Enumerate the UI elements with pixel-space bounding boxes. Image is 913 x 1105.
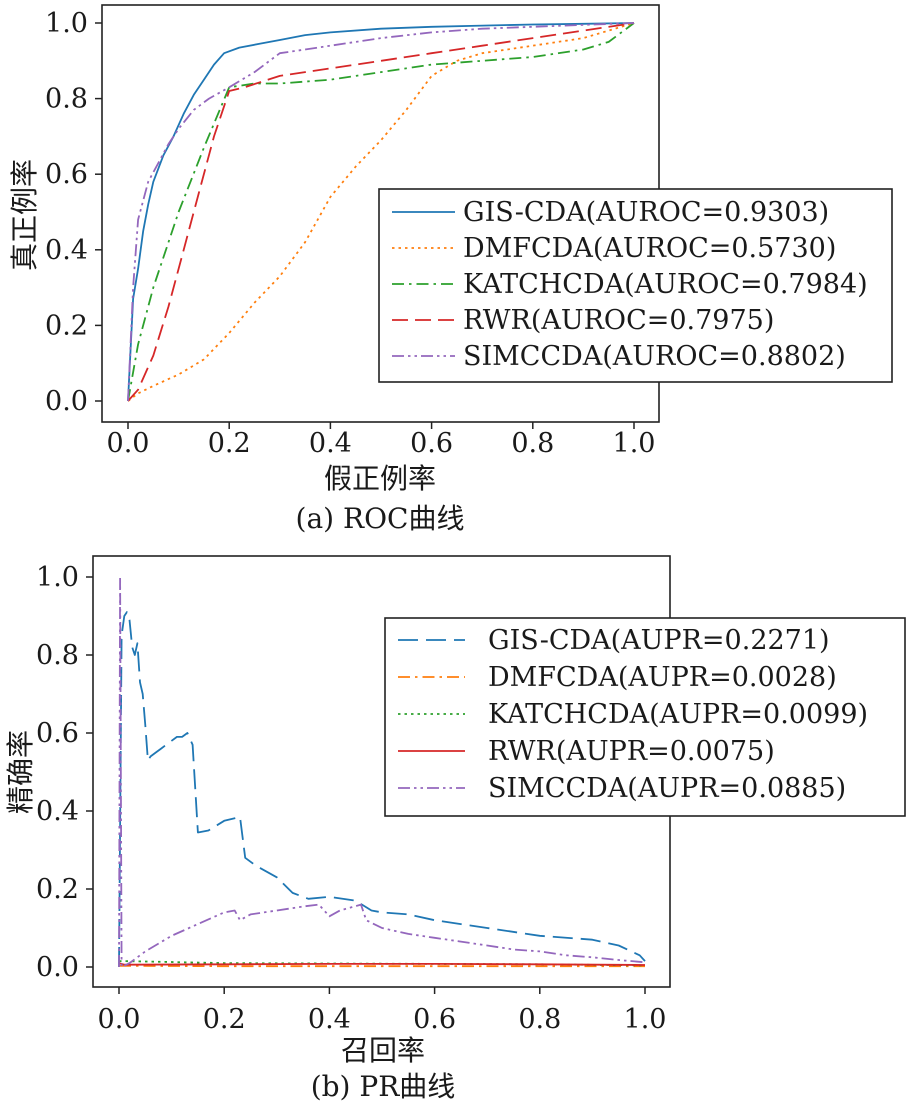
pr-y-tick-label: 0.6 xyxy=(36,718,79,749)
roc-legend-label-4: RWR(AUROC=0.7975) xyxy=(463,305,774,336)
pr-x-tick-label: 0.4 xyxy=(308,1004,351,1035)
pr-x-ticks: 0.0 0.2 0.4 0.6 0.8 1.0 xyxy=(98,987,667,1035)
roc-x-ticks: 0.0 0.2 0.4 0.6 0.8 1.0 xyxy=(107,422,656,459)
pr-y-tick-label: 1.0 xyxy=(36,562,79,593)
roc-y-tick-label: 0.0 xyxy=(45,386,88,417)
roc-y-tick-label: 0.6 xyxy=(45,159,88,190)
pr-y-ticks: 0.0 0.2 0.4 0.6 0.8 1.0 xyxy=(36,562,93,983)
roc-x-tick-label: 0.4 xyxy=(309,428,352,459)
roc-series-3-line xyxy=(127,22,635,402)
pr-y-tick-label: 0.0 xyxy=(36,952,79,983)
roc-x-tick-label: 0.2 xyxy=(208,428,251,459)
roc-y-tick-label: 0.2 xyxy=(45,310,88,341)
pr-y-tick-label: 0.4 xyxy=(36,796,79,827)
pr-y-tick-label: 0.8 xyxy=(36,640,79,671)
roc-series-1-line xyxy=(127,22,635,402)
pr-series xyxy=(118,576,646,968)
roc-y-axis-label: 真正例率 xyxy=(8,159,41,271)
pr-x-axis-label: 召回率 xyxy=(341,1034,425,1067)
pr-chart: 0.0 0.2 0.4 0.6 0.8 1.0 0.0 0.2 0.4 0.6 0.8 1.0 召回… xyxy=(4,555,906,1103)
roc-series xyxy=(127,22,635,402)
pr-legend-label-4: RWR(AUPR=0.0075) xyxy=(488,736,775,767)
roc-caption: (a) ROC曲线 xyxy=(296,502,465,535)
pr-x-tick-label: 0.2 xyxy=(203,1004,246,1035)
pr-legend-label-2: DMFCDA(AUPR=0.0028) xyxy=(488,662,837,693)
pr-legend-label-1: GIS-CDA(AUPR=0.2271) xyxy=(488,625,830,656)
roc-legend-box xyxy=(378,188,893,383)
roc-y-tick-label: 1.0 xyxy=(45,8,88,39)
pr-x-tick-label: 1.0 xyxy=(624,1004,667,1035)
pr-y-axis-label: 精确率 xyxy=(4,730,37,814)
pr-caption: (b) PR曲线 xyxy=(311,1070,456,1103)
roc-legend: GIS-CDA(AUROC=0.9303) DMFCDA(AUROC=0.5730… xyxy=(378,188,893,383)
roc-y-tick-label: 0.4 xyxy=(45,235,88,266)
roc-series-2-line xyxy=(127,22,635,402)
pr-legend: GIS-CDA(AUPR=0.2271) DMFCDA(AUPR=0.0028) K… xyxy=(384,617,906,817)
pr-y-tick-label: 0.2 xyxy=(36,874,79,905)
roc-legend-label-5: SIMCCDA(AUROC=0.8802) xyxy=(463,341,846,372)
roc-x-tick-label: 1.0 xyxy=(613,428,656,459)
pr-legend-label-3: KATCHCDA(AUPR=0.0099) xyxy=(488,699,868,730)
roc-legend-label-3: KATCHCDA(AUROC=0.7984) xyxy=(463,269,868,300)
pr-legend-box xyxy=(384,617,906,817)
roc-chart: 0.0 0.2 0.4 0.6 0.8 1.0 0.0 0.2 0.4 0.6 0.8 1.0 假正… xyxy=(8,4,893,535)
pr-series-5-line xyxy=(118,576,646,968)
pr-x-tick-label: 0.0 xyxy=(98,1004,141,1035)
roc-x-tick-label: 0.8 xyxy=(511,428,554,459)
roc-legend-label-2: DMFCDA(AUROC=0.5730) xyxy=(463,233,836,264)
pr-series-1-line xyxy=(118,611,646,968)
roc-x-axis-label: 假正例率 xyxy=(324,462,436,495)
pr-x-tick-label: 0.8 xyxy=(518,1004,561,1035)
roc-series-5-line xyxy=(127,22,635,402)
roc-y-ticks: 0.0 0.2 0.4 0.6 0.8 1.0 xyxy=(45,8,102,417)
pr-legend-label-5: SIMCCDA(AUPR=0.0885) xyxy=(488,773,846,804)
roc-series-4-line xyxy=(127,22,635,402)
roc-x-tick-label: 0.0 xyxy=(107,428,150,459)
roc-y-tick-label: 0.8 xyxy=(45,84,88,115)
pr-x-tick-label: 0.6 xyxy=(413,1004,456,1035)
roc-x-tick-label: 0.6 xyxy=(410,428,453,459)
roc-legend-label-1: GIS-CDA(AUROC=0.9303) xyxy=(463,197,829,228)
